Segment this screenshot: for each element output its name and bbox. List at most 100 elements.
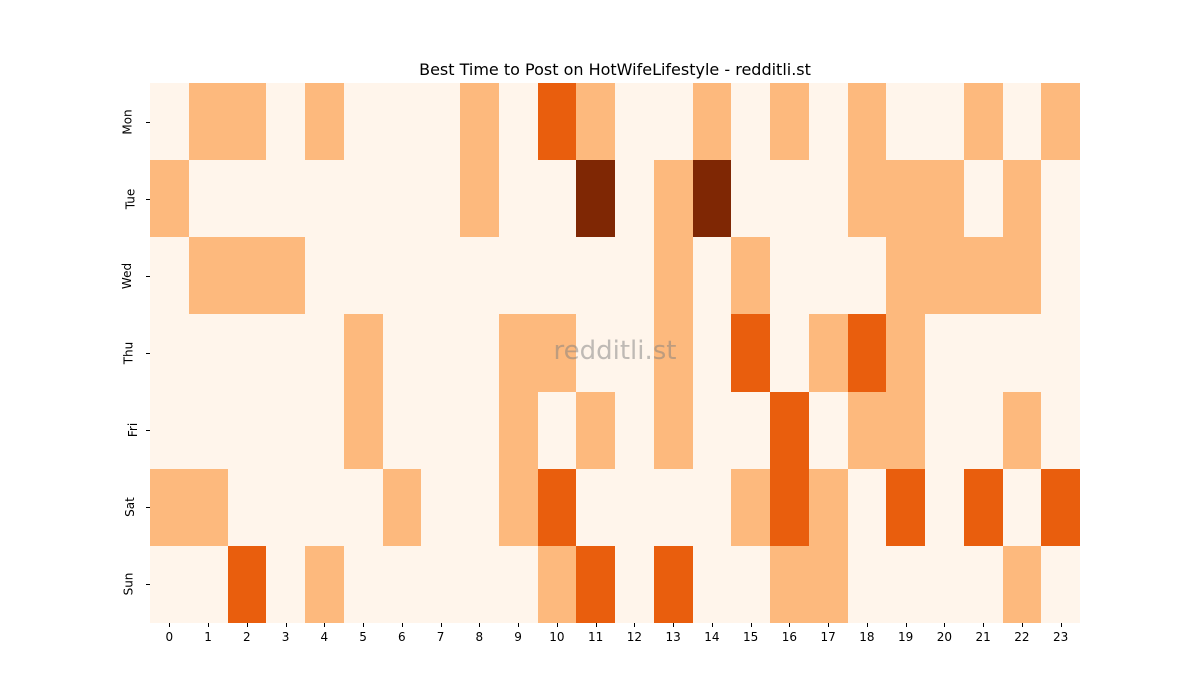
heatmap-cell xyxy=(460,237,499,315)
x-tick-label: 22 xyxy=(1014,630,1030,644)
heatmap-cell xyxy=(963,160,1003,238)
heatmap-cell xyxy=(537,160,577,238)
x-tick-mark xyxy=(711,623,713,627)
heatmap-cell xyxy=(963,83,1003,161)
x-tick-label: 18 xyxy=(859,630,875,644)
heatmap-cell xyxy=(460,545,499,623)
heatmap-cell xyxy=(421,83,460,161)
y-tick-mark xyxy=(146,353,150,354)
heatmap-cell xyxy=(653,160,693,238)
heatmap-cell xyxy=(498,545,538,623)
heatmap-cell xyxy=(808,391,848,469)
heatmap-cell xyxy=(731,314,770,392)
heatmap-cell xyxy=(227,314,267,392)
heatmap-cell xyxy=(925,237,964,315)
heatmap-cell xyxy=(1041,237,1080,315)
heatmap-cell xyxy=(1041,314,1080,392)
heatmap-cell xyxy=(421,391,460,469)
x-tick-label: 17 xyxy=(820,630,836,644)
heatmap-cell xyxy=(537,237,577,315)
heatmap-cell xyxy=(925,314,964,392)
heatmap-cell xyxy=(576,160,615,238)
heatmap-cell xyxy=(150,314,189,392)
x-tick-label: 23 xyxy=(1052,630,1069,644)
heatmap-cell xyxy=(692,160,732,238)
heatmap-cell xyxy=(692,545,732,623)
heatmap-cell xyxy=(847,545,887,623)
heatmap-cell xyxy=(1002,237,1042,315)
x-tick-label: 0 xyxy=(165,630,174,644)
heatmap-cell xyxy=(1002,468,1042,546)
heatmap-cell xyxy=(150,237,189,315)
heatmap-cell xyxy=(576,314,615,392)
x-tick-mark xyxy=(1021,623,1023,627)
heatmap-cell xyxy=(808,83,848,161)
heatmap-cell xyxy=(343,237,383,315)
heatmap-cell xyxy=(731,237,770,315)
x-tick-label: 11 xyxy=(587,630,604,644)
x-tick-mark xyxy=(789,623,791,627)
heatmap-cell xyxy=(188,160,228,238)
heatmap-cell xyxy=(537,468,577,546)
heatmap-cell xyxy=(150,83,189,161)
heatmap-cell xyxy=(343,83,383,161)
heatmap-cell xyxy=(770,314,809,392)
heatmap-cell xyxy=(963,314,1003,392)
heatmap-cell xyxy=(847,314,887,392)
x-axis-labels: 0 1 2 3 4 5 6 7 8 9 10 11 12 13 14 15 16 17 18 19 20 21 22 23 xyxy=(150,623,1080,653)
x-tick-label: 13 xyxy=(665,630,681,644)
heatmap-cell xyxy=(770,545,809,623)
heatmap-cell xyxy=(305,83,344,161)
heatmap-cell xyxy=(576,545,615,623)
heatmap-cell xyxy=(537,314,577,392)
heatmap-cell xyxy=(847,160,887,238)
heatmap-cell xyxy=(421,545,460,623)
chart-title: Best Time to Post on HotWifeLifestyle - … xyxy=(419,60,811,79)
y-tick-label: Tue xyxy=(122,188,137,209)
heatmap-cell xyxy=(382,314,422,392)
x-tick-mark xyxy=(324,623,326,627)
heatmap-cell xyxy=(1002,160,1042,238)
heatmap-cell xyxy=(266,468,305,546)
x-tick-mark xyxy=(401,623,403,627)
heatmap-cell xyxy=(847,237,887,315)
x-tick-label: 9 xyxy=(514,630,522,644)
heatmap-cell xyxy=(886,391,925,469)
x-tick-mark xyxy=(905,623,907,627)
heatmap-cell xyxy=(615,314,654,392)
heatmap-cell xyxy=(1002,545,1042,623)
y-tick-label: Wed xyxy=(119,262,134,289)
heatmap-cell xyxy=(770,391,809,469)
heatmap-cell xyxy=(188,237,228,315)
heatmap-cell xyxy=(847,391,887,469)
x-tick-mark xyxy=(750,623,752,627)
heatmap-cell xyxy=(421,237,460,315)
heatmap-cell xyxy=(537,83,577,161)
x-tick-label: 5 xyxy=(359,630,367,644)
heatmap-cell xyxy=(653,545,693,623)
heatmap-cell xyxy=(576,468,615,546)
heatmap-cell xyxy=(188,545,228,623)
heatmap-cell xyxy=(266,545,305,623)
heatmap-cell xyxy=(266,83,305,161)
heatmap-cell xyxy=(421,314,460,392)
y-tick-label: Mon xyxy=(120,108,135,135)
heatmap-cell xyxy=(963,391,1003,469)
heatmap-cell xyxy=(1002,314,1042,392)
heatmap-cell xyxy=(1041,391,1080,469)
heatmap-cell xyxy=(1041,468,1080,546)
heatmap-cell xyxy=(731,545,770,623)
heatmap-cell xyxy=(1002,391,1042,469)
heatmap-cell xyxy=(382,237,422,315)
heatmap-cell xyxy=(692,237,732,315)
heatmap-cell xyxy=(460,468,499,546)
x-tick-mark xyxy=(595,623,597,627)
heatmap-cell xyxy=(227,160,267,238)
heatmap-cell xyxy=(886,468,925,546)
heatmap-cell xyxy=(731,83,770,161)
y-tick-mark xyxy=(146,430,150,432)
heatmap-cell xyxy=(498,468,538,546)
heatmap-cell xyxy=(150,391,189,469)
x-tick-label: 1 xyxy=(204,630,212,644)
x-tick-mark xyxy=(866,623,868,627)
